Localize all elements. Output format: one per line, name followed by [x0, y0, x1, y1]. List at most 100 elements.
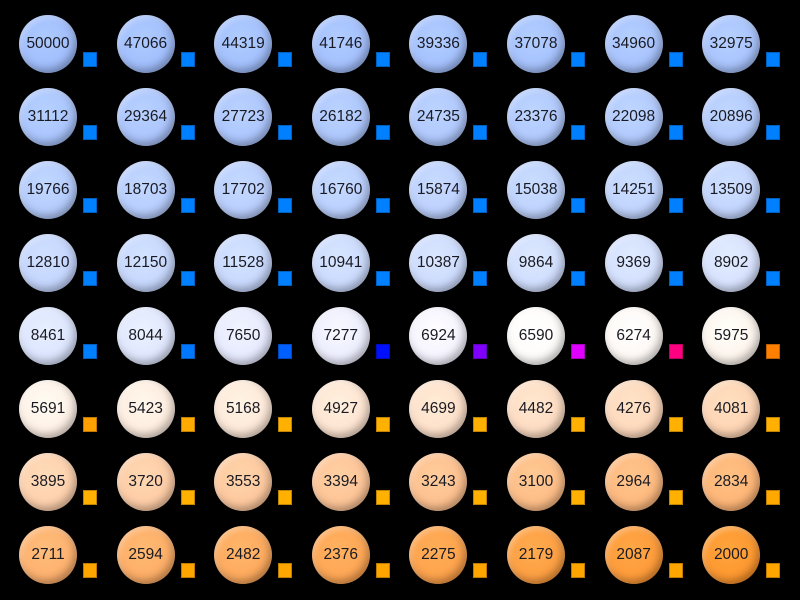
temperature-ball: 6274 [604, 307, 663, 365]
swatch-cell: 7277 [293, 292, 391, 365]
temperature-ball: 27723 [214, 88, 273, 146]
swatch-cell: 50000 [0, 0, 98, 73]
color-square [180, 344, 195, 359]
color-square [180, 490, 195, 505]
color-square [473, 563, 488, 578]
temperature-ball: 7650 [214, 307, 273, 365]
swatch-cell: 3243 [390, 438, 488, 511]
swatch-cell: 3394 [293, 438, 391, 511]
color-square [473, 52, 488, 67]
temperature-ball: 32975 [702, 15, 761, 73]
color-square [668, 198, 683, 213]
temperature-ball: 18703 [116, 161, 175, 219]
color-square [668, 271, 683, 286]
color-square [278, 125, 293, 140]
temperature-ball: 15038 [507, 161, 565, 219]
color-square [180, 198, 195, 213]
temperature-ball: 20896 [702, 88, 761, 146]
temperature-ball: 9864 [507, 234, 565, 292]
color-square [278, 271, 293, 286]
temperature-ball: 50000 [19, 15, 77, 73]
color-square [668, 417, 683, 432]
swatch-cell: 3895 [0, 438, 98, 511]
color-square [571, 490, 585, 505]
temperature-ball: 2000 [702, 526, 761, 584]
temperature-ball: 8461 [19, 307, 77, 365]
swatch-cell: 10941 [293, 219, 391, 292]
swatch-cell: 23376 [488, 73, 586, 146]
swatch-cell: 11528 [195, 219, 293, 292]
color-square [278, 490, 293, 505]
temperature-ball: 34960 [604, 15, 663, 73]
swatch-cell: 2834 [683, 438, 781, 511]
color-square [668, 344, 683, 359]
temperature-ball: 5168 [214, 380, 273, 438]
swatch-cell: 10387 [390, 219, 488, 292]
temperature-ball: 2594 [116, 526, 175, 584]
color-square [375, 490, 390, 505]
temperature-ball: 2482 [214, 526, 273, 584]
color-square [180, 52, 195, 67]
temperature-ball: 4927 [311, 380, 370, 438]
temperature-ball: 17702 [214, 161, 273, 219]
temperature-ball: 3720 [116, 453, 175, 511]
swatch-cell: 2964 [586, 438, 684, 511]
swatch-cell: 15038 [488, 146, 586, 219]
color-square [278, 198, 293, 213]
swatch-cell: 2594 [98, 511, 196, 584]
color-square [473, 344, 488, 359]
color-square [766, 344, 781, 359]
temperature-ball: 16760 [311, 161, 370, 219]
swatch-cell: 4081 [683, 365, 781, 438]
temperature-ball: 3243 [409, 453, 468, 511]
color-square [83, 417, 97, 432]
temperature-ball: 5423 [116, 380, 175, 438]
swatch-cell: 4276 [586, 365, 684, 438]
color-square [375, 271, 390, 286]
color-square [571, 271, 585, 286]
color-square [766, 125, 781, 140]
temperature-ball: 2964 [604, 453, 663, 511]
temperature-ball: 6590 [507, 307, 565, 365]
temperature-ball: 6924 [409, 307, 468, 365]
temperature-ball: 2376 [311, 526, 370, 584]
swatch-cell: 6274 [586, 292, 684, 365]
temperature-ball: 23376 [507, 88, 565, 146]
temperature-ball: 2179 [507, 526, 565, 584]
temperature-ball: 7277 [311, 307, 370, 365]
color-square [766, 417, 781, 432]
temperature-ball: 14251 [604, 161, 663, 219]
color-square [766, 563, 781, 578]
temperature-ball: 2275 [409, 526, 468, 584]
swatch-cell: 47066 [98, 0, 196, 73]
swatch-cell: 4482 [488, 365, 586, 438]
swatch-cell: 3553 [195, 438, 293, 511]
color-square [375, 344, 390, 359]
swatch-cell: 2376 [293, 511, 391, 584]
temperature-ball: 4482 [507, 380, 565, 438]
swatch-cell: 2087 [586, 511, 684, 584]
temperature-ball: 47066 [116, 15, 175, 73]
color-square [278, 52, 293, 67]
color-square [473, 198, 488, 213]
color-square [83, 125, 97, 140]
swatch-cell: 34960 [586, 0, 684, 73]
temperature-ball: 2834 [702, 453, 761, 511]
color-square [668, 490, 683, 505]
swatch-cell: 26182 [293, 73, 391, 146]
temperature-ball: 10387 [409, 234, 468, 292]
color-square [278, 344, 293, 359]
swatch-cell: 16760 [293, 146, 391, 219]
swatch-cell: 8902 [683, 219, 781, 292]
color-square [766, 271, 781, 286]
temperature-ball: 12810 [19, 234, 77, 292]
swatch-cell: 19766 [0, 146, 98, 219]
swatch-cell: 24735 [390, 73, 488, 146]
color-square [278, 417, 293, 432]
color-square [473, 490, 488, 505]
swatch-cell: 18703 [98, 146, 196, 219]
temperature-ball: 31112 [19, 88, 77, 146]
swatch-cell: 13509 [683, 146, 781, 219]
color-square [375, 125, 390, 140]
swatch-cell: 8044 [98, 292, 196, 365]
